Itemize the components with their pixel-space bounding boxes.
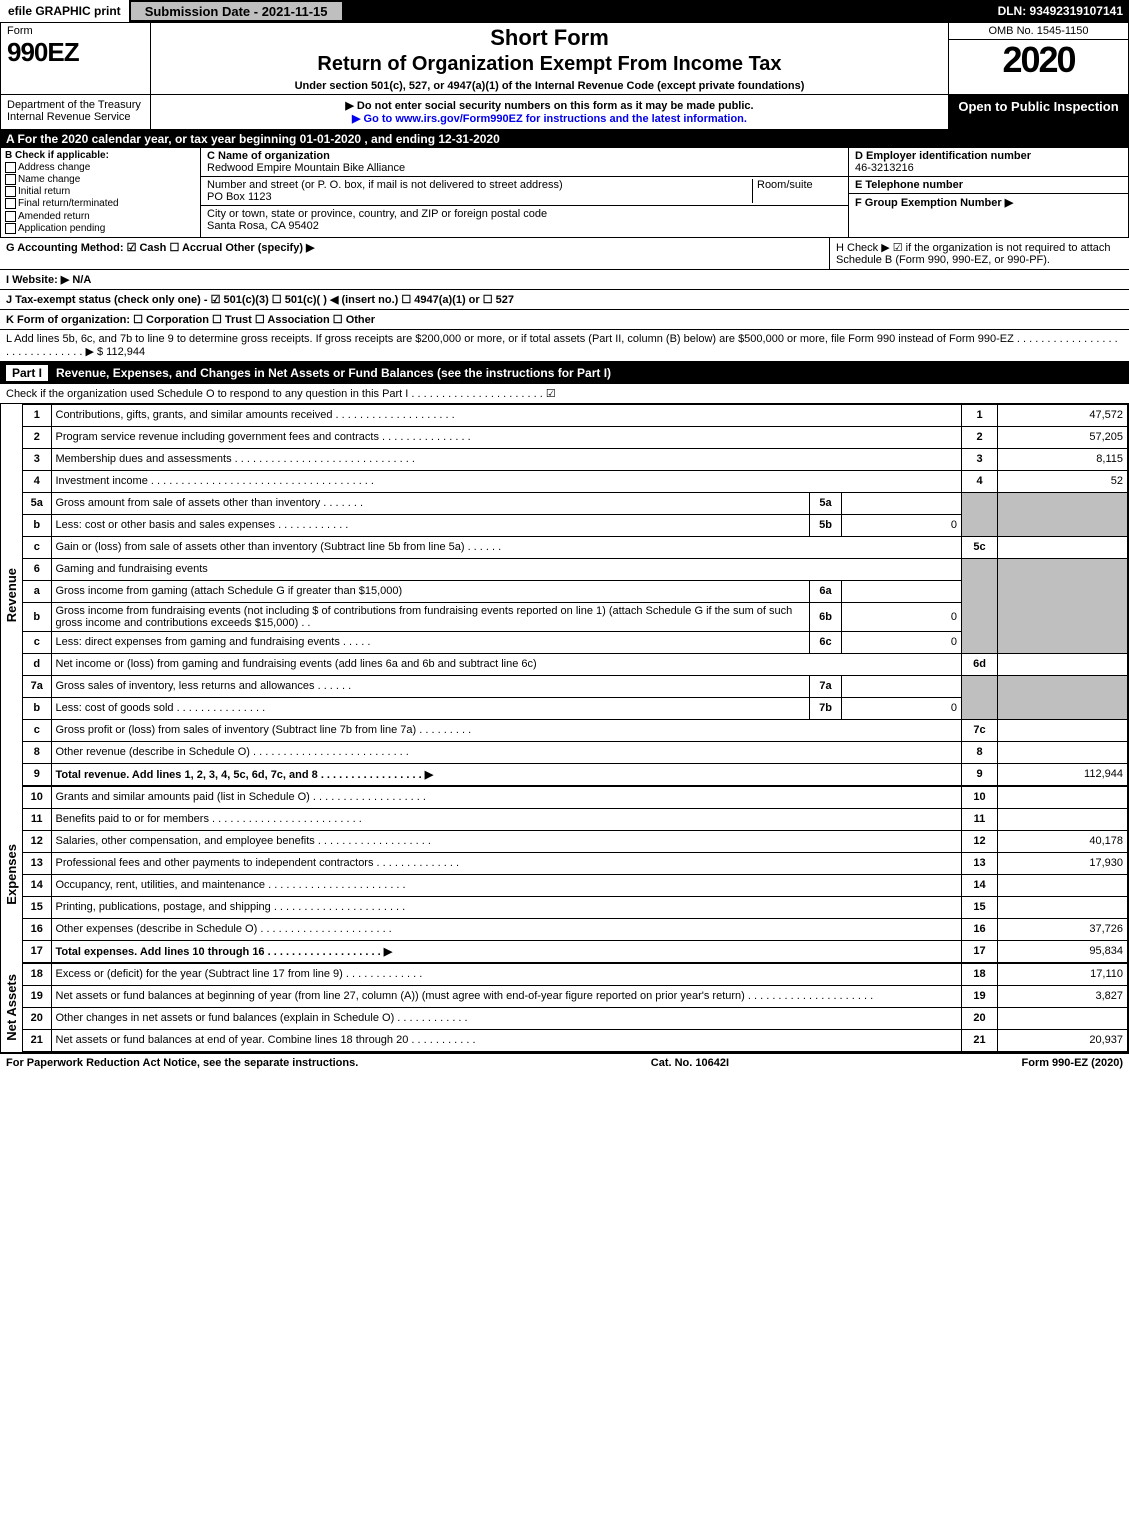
table-row: 3Membership dues and assessments . . . .…	[23, 448, 1128, 470]
table-row: 13Professional fees and other payments t…	[23, 852, 1128, 874]
table-row: 15Printing, publications, postage, and s…	[23, 896, 1128, 918]
ssn-warning: ▶ Do not enter social security numbers o…	[155, 99, 944, 112]
form-word: Form	[7, 25, 144, 37]
return-title: Return of Organization Exempt From Incom…	[157, 53, 942, 76]
form-code: 990EZ	[7, 37, 144, 68]
dept-label: Department of the Treasury	[7, 99, 141, 111]
revenue-side-label: Revenue	[4, 568, 19, 622]
box-f-label: F Group Exemption Number ▶	[855, 197, 1013, 209]
table-row: 11Benefits paid to or for members . . . …	[23, 808, 1128, 830]
footer: For Paperwork Reduction Act Notice, see …	[0, 1053, 1129, 1072]
irs-label: Internal Revenue Service	[7, 111, 131, 123]
netassets-section: Net Assets 18Excess or (deficit) for the…	[0, 963, 1129, 1053]
table-row: 1Contributions, gifts, grants, and simil…	[23, 404, 1128, 426]
netassets-table: 18Excess or (deficit) for the year (Subt…	[23, 963, 1128, 1052]
city-val: Santa Rosa, CA 95402	[207, 220, 319, 232]
table-row: 7aGross sales of inventory, less returns…	[23, 675, 1128, 697]
submission-date: Submission Date - 2021-11-15	[129, 0, 344, 22]
table-row: 18Excess or (deficit) for the year (Subt…	[23, 963, 1128, 985]
table-row: 8Other revenue (describe in Schedule O) …	[23, 741, 1128, 763]
subtitle: Under section 501(c), 527, or 4947(a)(1)…	[157, 80, 942, 92]
table-row: 16Other expenses (describe in Schedule O…	[23, 918, 1128, 940]
table-row: 20Other changes in net assets or fund ba…	[23, 1007, 1128, 1029]
goto-link[interactable]: ▶ Go to www.irs.gov/Form990EZ for instru…	[352, 113, 747, 125]
city-label: City or town, state or province, country…	[207, 208, 547, 220]
table-row: 9Total revenue. Add lines 1, 2, 3, 4, 5c…	[23, 763, 1128, 785]
footer-right: Form 990-EZ (2020)	[1022, 1057, 1123, 1069]
box-d-label: D Employer identification number	[855, 150, 1031, 162]
part-1-check: Check if the organization used Schedule …	[0, 384, 1129, 404]
tax-year: 2020	[949, 40, 1128, 80]
footer-left: For Paperwork Reduction Act Notice, see …	[6, 1057, 358, 1069]
top-bar: efile GRAPHIC print Submission Date - 20…	[0, 0, 1129, 22]
form-header: Form 990EZ Short Form Return of Organiza…	[0, 22, 1129, 95]
revenue-section: Revenue 1Contributions, gifts, grants, a…	[0, 404, 1129, 786]
box-e-label: E Telephone number	[855, 179, 963, 191]
omb-number: OMB No. 1545-1150	[949, 23, 1128, 40]
ein-val: 46-3213216	[855, 162, 914, 174]
table-row: 5aGross amount from sale of assets other…	[23, 492, 1128, 514]
line-g: G Accounting Method: ☑ Cash ☐ Accrual Ot…	[6, 242, 315, 254]
table-row: cGain or (loss) from sale of assets othe…	[23, 536, 1128, 558]
line-k: K Form of organization: ☐ Corporation ☐ …	[6, 314, 375, 326]
table-row: cGross profit or (loss) from sales of in…	[23, 719, 1128, 741]
table-row: 14Occupancy, rent, utilities, and mainte…	[23, 874, 1128, 896]
efile-label: efile GRAPHIC print	[0, 0, 129, 22]
table-row: 6Gaming and fundraising events	[23, 558, 1128, 580]
footer-mid: Cat. No. 10642I	[651, 1057, 729, 1069]
part-1-label: Part I	[6, 365, 48, 381]
netassets-side-label: Net Assets	[4, 974, 19, 1041]
open-public: Open to Public Inspection	[948, 95, 1128, 129]
header-row-2: Department of the Treasury Internal Reve…	[0, 95, 1129, 130]
revenue-table: 1Contributions, gifts, grants, and simil…	[23, 404, 1128, 786]
opt-name: Name change	[18, 174, 80, 185]
line-h: H Check ▶ ☑ if the organization is not r…	[829, 238, 1129, 269]
box-b-label: B Check if applicable:	[5, 150, 109, 161]
opt-app: Application pending	[18, 223, 105, 234]
table-row: 10Grants and similar amounts paid (list …	[23, 786, 1128, 808]
table-row: 21Net assets or fund balances at end of …	[23, 1029, 1128, 1051]
short-form-title: Short Form	[157, 25, 942, 51]
table-row: dNet income or (loss) from gaming and fu…	[23, 653, 1128, 675]
opt-final: Final return/terminated	[18, 199, 119, 210]
opt-amend: Amended return	[18, 211, 90, 222]
table-row: 2Program service revenue including gover…	[23, 426, 1128, 448]
dln-label: DLN: 93492319107141	[992, 4, 1129, 18]
table-row: 19Net assets or fund balances at beginni…	[23, 985, 1128, 1007]
opt-addr: Address change	[18, 162, 90, 173]
part-1-title: Revenue, Expenses, and Changes in Net As…	[56, 366, 611, 380]
line-g-h: G Accounting Method: ☑ Cash ☐ Accrual Ot…	[0, 238, 1129, 270]
org-name: Redwood Empire Mountain Bike Alliance	[207, 162, 405, 174]
table-row: 17Total expenses. Add lines 10 through 1…	[23, 940, 1128, 962]
line-a: A For the 2020 calendar year, or tax yea…	[0, 130, 1129, 148]
box-c-label: C Name of organization	[207, 150, 330, 162]
table-row: 4Investment income . . . . . . . . . . .…	[23, 470, 1128, 492]
expenses-side-label: Expenses	[4, 844, 19, 905]
expenses-table: 10Grants and similar amounts paid (list …	[23, 786, 1128, 963]
line-l: L Add lines 5b, 6c, and 7b to line 9 to …	[0, 330, 1129, 362]
opt-init: Initial return	[18, 186, 70, 197]
room-label: Room/suite	[752, 179, 842, 203]
addr-val: PO Box 1123	[207, 191, 272, 203]
expenses-section: Expenses 10Grants and similar amounts pa…	[0, 786, 1129, 963]
info-block: B Check if applicable: Address change Na…	[0, 148, 1129, 238]
line-i: I Website: ▶ N/A	[6, 274, 91, 286]
table-row: 12Salaries, other compensation, and empl…	[23, 830, 1128, 852]
addr-label: Number and street (or P. O. box, if mail…	[207, 179, 563, 191]
line-j: J Tax-exempt status (check only one) - ☑…	[6, 294, 514, 306]
part-1-header: Part I Revenue, Expenses, and Changes in…	[0, 362, 1129, 384]
